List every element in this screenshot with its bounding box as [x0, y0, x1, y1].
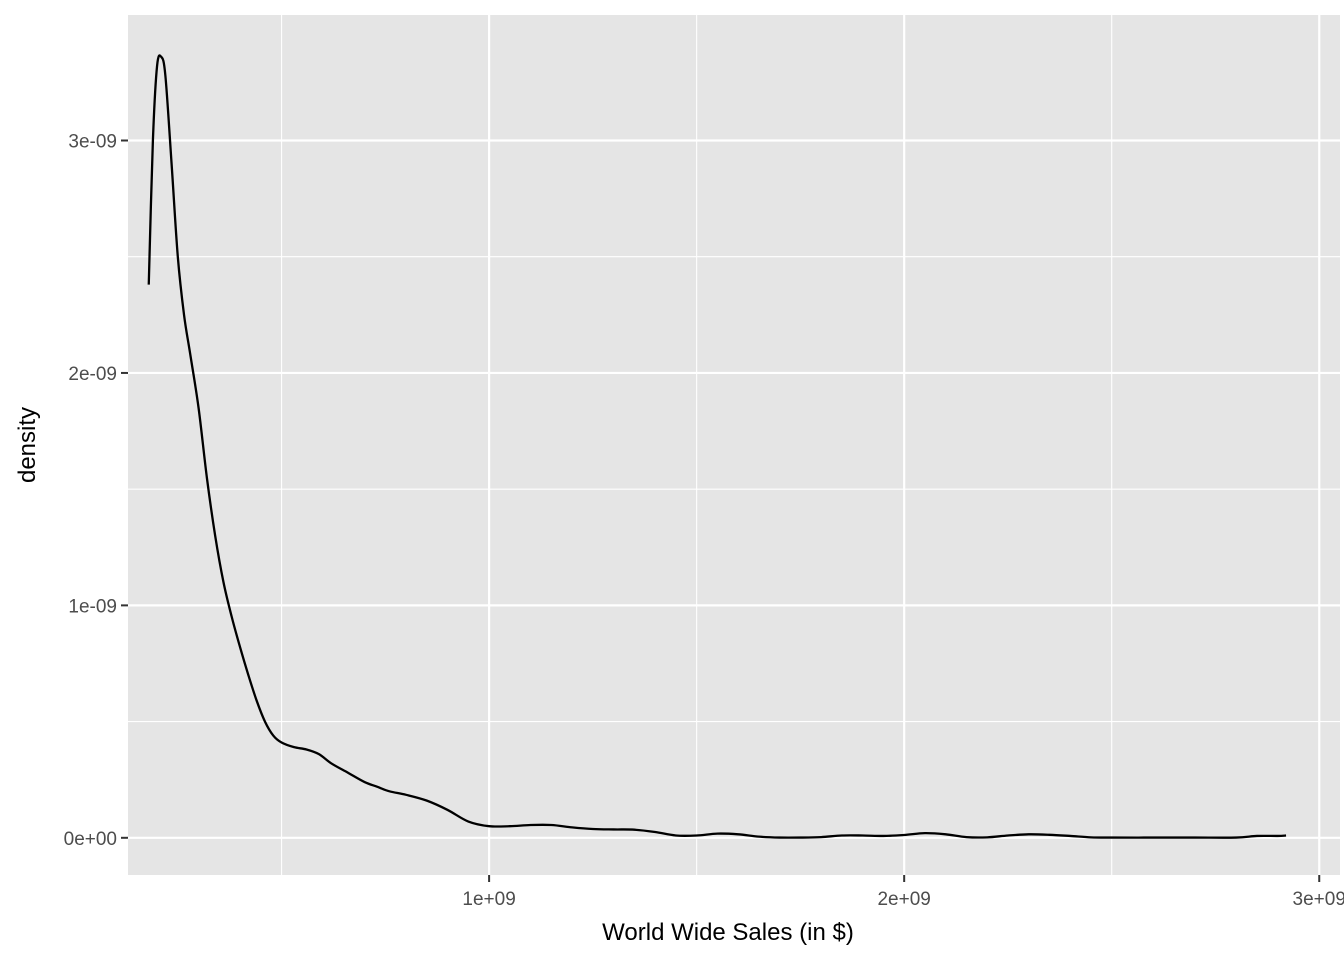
- axes: 0e+00 1e-09 2e-09 3e-09 1e+09 2e+09 3e+09: [64, 132, 1344, 910]
- data-layer: [147, 54, 1287, 839]
- x-tick-label: 1e+09: [462, 889, 515, 910]
- y-tick-label: 0e+00: [64, 829, 117, 850]
- grid-lines: [128, 15, 1340, 875]
- y-axis-title: density: [14, 407, 41, 483]
- y-tick-label: 3e-09: [68, 132, 117, 153]
- x-axis-title: World Wide Sales (in $): [602, 919, 854, 946]
- y-tick-label: 2e-09: [68, 364, 117, 385]
- plot-panel: [128, 15, 1340, 875]
- density-line: [147, 54, 1287, 839]
- y-tick-label: 1e-09: [68, 596, 117, 617]
- x-tick-label: 3e+09: [1293, 889, 1344, 910]
- x-tick-label: 2e+09: [877, 889, 930, 910]
